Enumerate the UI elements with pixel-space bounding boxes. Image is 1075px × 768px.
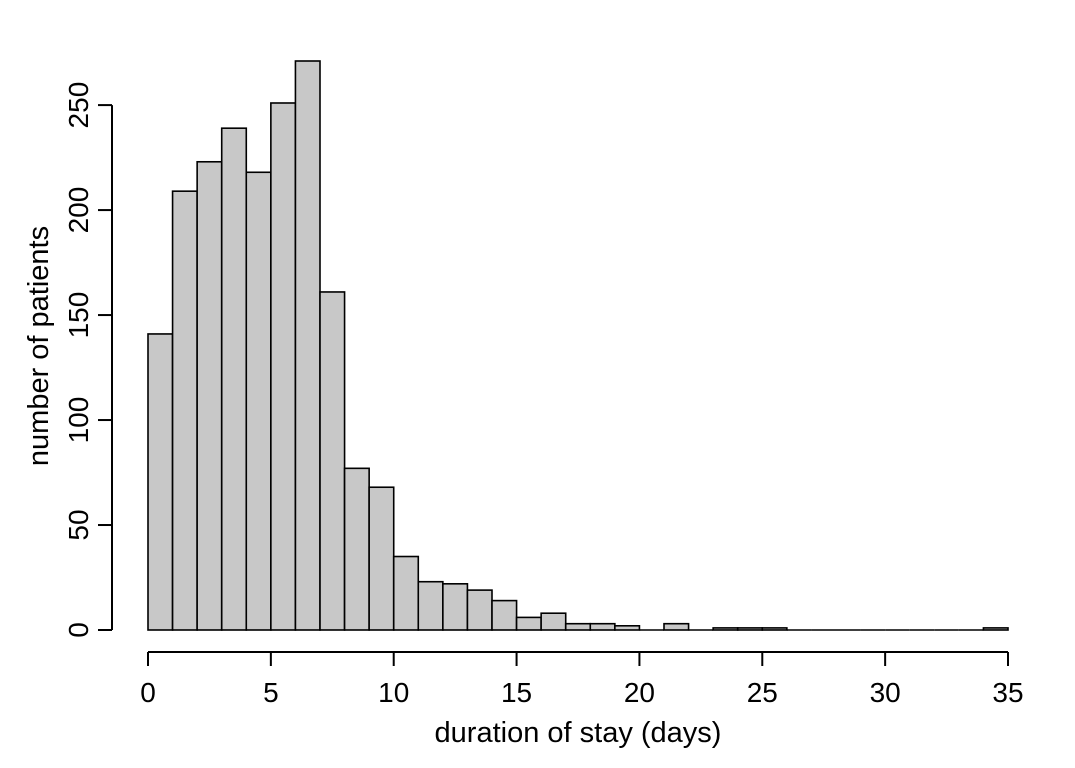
histogram-bar [589,622,616,631]
y-tick-label: 50 [63,509,94,540]
x-axis: 0 5 10 15 20 25 30 35 [140,651,1024,708]
histogram-bar [491,599,518,631]
histogram-bar [712,627,739,631]
histogram-bar [736,627,764,631]
histogram-bar [442,583,469,631]
histogram-bar [270,102,297,631]
y-tick-label: 200 [63,187,94,234]
histogram-bar [761,627,788,631]
histogram-bar [343,467,370,631]
y-tick-label: 0 [63,622,94,638]
histogram-bar [220,127,248,631]
histogram-bar [319,291,346,631]
x-tick-label: 30 [870,677,901,708]
x-tick-label: 5 [263,677,279,708]
histogram-bar [196,160,223,631]
x-axis-label: duration of stay (days) [435,717,722,749]
bars-group [147,60,1009,631]
histogram-bar [417,580,444,631]
histogram-bar [392,555,420,631]
histogram-bar [564,622,592,631]
x-tick-label: 10 [378,677,409,708]
y-axis: 0 50 100 150 200 250 [63,82,113,638]
y-axis-label: number of patients [23,226,55,466]
histogram-bar [171,190,198,631]
histogram-bar [294,60,321,631]
x-tick-label: 0 [140,677,156,708]
y-tick-label: 100 [63,397,94,444]
x-tick-label: 25 [747,677,778,708]
histogram-bar [368,486,395,631]
histogram-bar [245,171,272,631]
x-tick-label: 20 [624,677,655,708]
y-tick-label: 150 [63,292,94,339]
x-tick-label: 15 [501,677,532,708]
histogram-bar [147,333,174,631]
histogram-bar [614,625,641,631]
histogram-bar [515,616,542,631]
histogram-bar [982,627,1009,631]
histogram-bar [540,612,567,631]
histogram-bar [466,589,493,631]
y-tick-label: 250 [63,82,94,129]
histogram-bar [663,622,690,631]
x-tick-label: 35 [992,677,1023,708]
